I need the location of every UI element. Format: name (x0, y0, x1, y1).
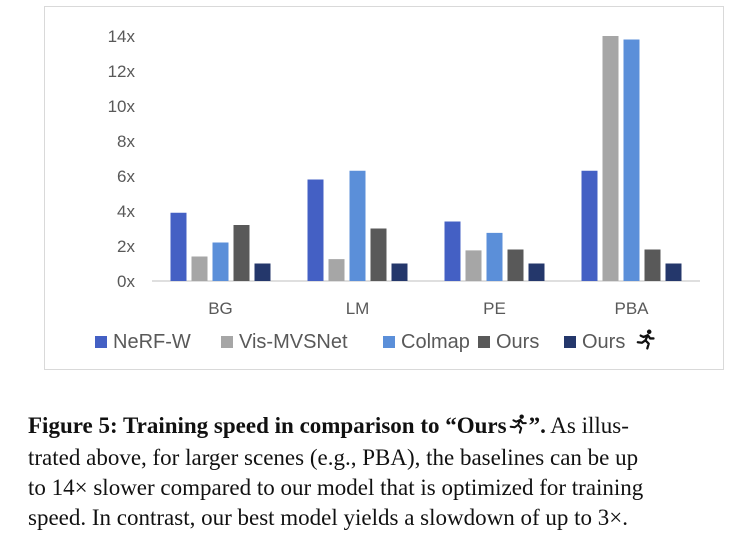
legend-label: Ours (582, 331, 625, 353)
bar-pba-series-5 (665, 263, 682, 281)
bar-bg-series-2 (191, 256, 208, 281)
caption-line-2: trated above, for larger scenes (e.g., P… (28, 445, 639, 470)
bar-bg-series-1 (170, 212, 187, 281)
x-tick-label: PBA (614, 299, 649, 318)
caption-text-start: As illus- (545, 413, 629, 438)
runner-icon (507, 413, 529, 443)
bar-pba-series-3 (623, 39, 640, 281)
legend-swatch (383, 336, 395, 348)
bar-pba-series-4 (644, 249, 661, 281)
runner-icon (636, 329, 655, 350)
figure-label-end: ”. (528, 413, 546, 438)
bar-lm-series-1 (307, 179, 324, 281)
legend-label: NeRF-W (113, 331, 191, 353)
bar-chart: 0x 2x 4x 6x 8x 10x 12x 14x BG LM PE PBA NeRF-W Vis-MV… (95, 27, 700, 353)
y-tick-label: 8x (117, 132, 135, 151)
legend-swatch (95, 336, 107, 348)
bar-bg-series-5 (254, 263, 271, 281)
x-tick-label: BG (208, 299, 233, 318)
bar-lm-series-5 (391, 263, 408, 281)
bar-pba-series-2 (602, 36, 619, 281)
y-tick-label: 12x (108, 62, 136, 81)
figure-label: Figure 5: Training speed in comparison t… (28, 413, 507, 438)
bar-pba-series-1 (581, 170, 598, 281)
bar-pe-series-4 (507, 249, 524, 281)
bar-bg-series-4 (233, 225, 250, 281)
y-tick-label: 10x (108, 97, 136, 116)
legend-swatch (221, 336, 233, 348)
bar-pe-series-5 (528, 263, 545, 281)
y-tick-label: 0x (117, 272, 135, 291)
legend-label: Ours (496, 331, 539, 353)
bar-lm-series-4 (370, 228, 387, 281)
legend-label: Colmap (401, 331, 470, 353)
caption-line-4: speed. In contrast, our best model yield… (28, 505, 629, 530)
bar-bg-series-3 (212, 242, 229, 281)
bar-pe-series-3 (486, 232, 503, 281)
legend-label: Vis-MVSNet (239, 331, 348, 353)
figure-caption: Figure 5: Training speed in comparison t… (28, 411, 730, 533)
caption-line-1: Figure 5: Training speed in comparison t… (28, 411, 730, 443)
y-tick-label: 4x (117, 202, 135, 221)
x-tick-label: PE (483, 299, 506, 318)
x-tick-label: LM (346, 299, 370, 318)
y-tick-label: 6x (117, 167, 135, 186)
legend-swatch (478, 336, 490, 348)
y-tick-label: 2x (117, 237, 135, 256)
legend-swatch (564, 336, 576, 348)
bar-lm-series-2 (328, 259, 345, 281)
y-tick-label: 14x (108, 27, 136, 46)
caption-line-3: to 14× slower compared to our model that… (28, 475, 644, 500)
chart-frame: 0x 2x 4x 6x 8x 10x 12x 14x BG LM PE PBA NeRF-W Vis-MV… (44, 6, 724, 370)
bar-pe-series-2 (465, 250, 482, 281)
bar-lm-series-3 (349, 170, 366, 281)
bar-pe-series-1 (444, 221, 461, 281)
